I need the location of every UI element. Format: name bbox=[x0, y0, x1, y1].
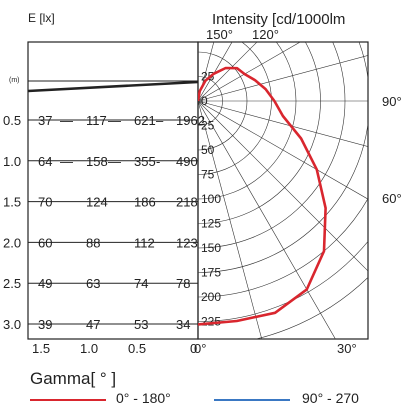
illuminance-value: 355 bbox=[134, 154, 156, 169]
polar-series-line bbox=[198, 66, 327, 326]
distance-label: 1.0 bbox=[3, 154, 21, 169]
illuminance-value: 621 bbox=[134, 113, 156, 128]
illuminance-value: 117 bbox=[86, 113, 107, 128]
illuminance-value: 123 bbox=[176, 235, 198, 250]
polar-title: Intensity [cd/1000lm bbox=[212, 11, 345, 28]
illuminance-labels: 0.5 37 117 621 1962 — — – 1.0 64 158 355 490 — — - 1.5 70… bbox=[3, 113, 205, 332]
polar-angle-label: 60° bbox=[382, 191, 401, 206]
polar-radial-tick-label: 175 bbox=[201, 266, 221, 280]
illuminance-value: 74 bbox=[134, 276, 148, 291]
illuminance-x-tick: 0 bbox=[190, 341, 197, 356]
legend-label-0-180: 0° - 180° bbox=[116, 390, 171, 406]
illuminance-axis-label: E [lx] bbox=[28, 11, 55, 25]
illuminance-grid bbox=[27, 80, 199, 325]
distance-label: 1.5 bbox=[3, 195, 21, 210]
illuminance-value: 39 bbox=[38, 317, 52, 332]
legend-swatch-0-180 bbox=[30, 399, 106, 401]
polar-spoke bbox=[198, 100, 263, 339]
illuminance-x-tick: 1.5 bbox=[32, 341, 50, 356]
illuminance-value: 34 bbox=[176, 317, 190, 332]
polar-radial-tick-label: 125 bbox=[201, 217, 221, 231]
illuminance-separator: - bbox=[156, 154, 160, 169]
illuminance-value: 60 bbox=[38, 235, 52, 250]
legend: 0° - 180° 90° - 270 bbox=[0, 390, 401, 408]
polar-radial-tick-label: 50 bbox=[201, 143, 215, 157]
polar-radial-tick-label: 25 bbox=[201, 119, 215, 133]
distance-label: 3.0 bbox=[3, 317, 21, 332]
polar-spoke bbox=[198, 42, 233, 102]
illuminance-value: 47 bbox=[86, 317, 100, 332]
illuminance-value: 88 bbox=[86, 235, 100, 250]
illuminance-separator: — bbox=[108, 113, 121, 128]
illuminance-value: 37 bbox=[38, 113, 52, 128]
polar-angle-label: 150° bbox=[206, 27, 233, 42]
polar-spoke bbox=[198, 100, 368, 272]
axis-labels: 150° 120° 90° 60° 0° 30° 1.5 1.0 0.5 0 bbox=[32, 27, 401, 356]
illuminance-value: 186 bbox=[134, 195, 156, 210]
polar-spoke bbox=[198, 100, 336, 339]
polar-spoke bbox=[198, 100, 368, 147]
polar-spoke bbox=[198, 42, 215, 102]
distance-label: 0.5 bbox=[3, 113, 21, 128]
polar-radial-tick-label: 150 bbox=[201, 241, 221, 255]
polar-angle-label: 0° bbox=[194, 341, 206, 356]
illuminance-separator: — bbox=[108, 154, 121, 169]
polar-radial-tick-label: 200 bbox=[201, 290, 221, 304]
illuminance-value: 1962 bbox=[176, 113, 205, 128]
illuminance-value: 78 bbox=[176, 276, 190, 291]
legend-title: Gamma[ ° ] bbox=[30, 369, 117, 388]
polar-spoke bbox=[198, 100, 368, 200]
polar-spoke bbox=[198, 55, 368, 102]
illuminance-value: 70 bbox=[38, 195, 52, 210]
illuminance-value: 63 bbox=[86, 276, 100, 291]
legend-label-90-270: 90° - 270 bbox=[302, 390, 359, 406]
distance-label: 2.5 bbox=[3, 276, 21, 291]
polar-radial-tick-label: 225 bbox=[201, 315, 221, 329]
legend-swatch-90-270 bbox=[214, 399, 290, 401]
illuminance-value: 64 bbox=[38, 154, 52, 169]
polar-angle-label: 30° bbox=[337, 341, 357, 356]
polar-radial-tick-label: 25 bbox=[201, 70, 215, 84]
polar-radial-tick-label: 100 bbox=[201, 192, 221, 206]
polar-angle-label: 90° bbox=[382, 94, 401, 109]
polar-angle-label: 120° bbox=[252, 27, 279, 42]
illuminance-value: 112 bbox=[134, 235, 155, 250]
illuminance-separator: — bbox=[60, 154, 73, 169]
illuminance-x-tick: 0.5 bbox=[128, 341, 146, 356]
illuminance-x-tick: 1.0 bbox=[80, 341, 98, 356]
distance-label: 2.0 bbox=[3, 235, 21, 250]
illuminance-value: 218 bbox=[176, 195, 198, 210]
illuminance-separator: – bbox=[156, 113, 164, 128]
illuminance-value: 158 bbox=[86, 154, 108, 169]
polar-spoke bbox=[198, 42, 301, 102]
polar-radial-tick-label: 75 bbox=[201, 168, 215, 182]
polar-radial-labels: 25 0 25 50 75 100 125 150 175 200 225 bbox=[201, 70, 221, 329]
illuminance-value: 53 bbox=[134, 317, 148, 332]
beam-line bbox=[27, 80, 199, 93]
illuminance-separator: — bbox=[60, 113, 73, 128]
polar-spoke bbox=[198, 42, 258, 102]
illuminance-value: 124 bbox=[86, 195, 108, 210]
illuminance-value: 49 bbox=[38, 276, 52, 291]
polar-series bbox=[198, 66, 327, 326]
polar-radial-tick-label: 0 bbox=[201, 94, 208, 108]
distance-unit-label: (m) bbox=[9, 77, 20, 84]
illuminance-value: 490 bbox=[176, 154, 198, 169]
